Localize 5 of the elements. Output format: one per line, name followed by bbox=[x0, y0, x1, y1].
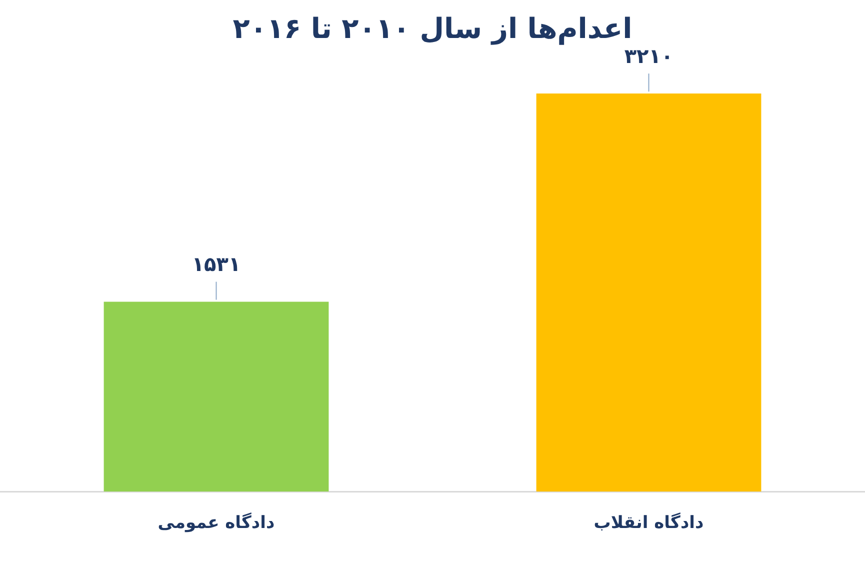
data-label: ۱۵۳۱ bbox=[192, 252, 241, 276]
data-label: ۳۲۱۰ bbox=[624, 44, 674, 68]
chart-title: اعدام‌ها از سال ۲۰۱۰ تا ۲۰۱۶ bbox=[232, 12, 632, 46]
x-tick-label: دادگاه انقلاب bbox=[594, 512, 704, 534]
x-tick-label: دادگاه عمومی bbox=[158, 512, 275, 534]
